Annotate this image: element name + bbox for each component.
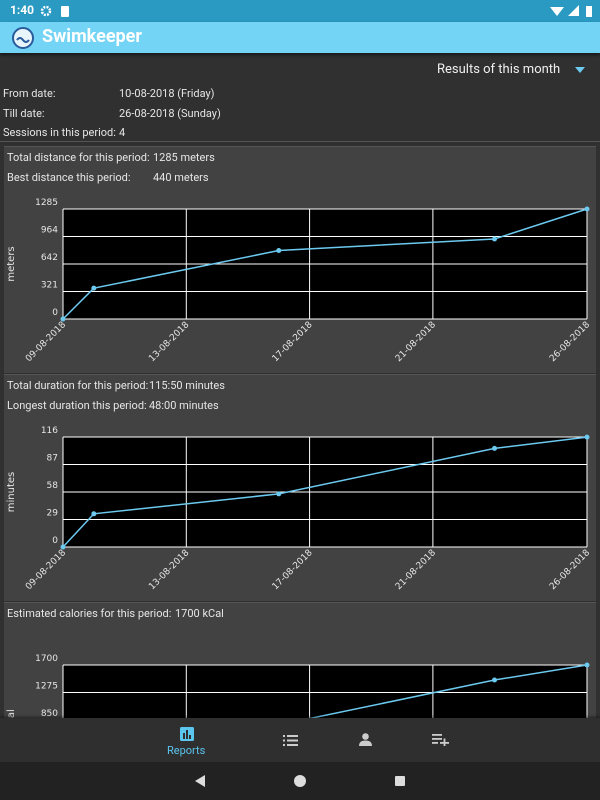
summary-value: 26-08-2018 (Sunday) [119, 106, 221, 120]
reports-icon[interactable] [180, 727, 194, 741]
summary-value: 10-08-2018 (Friday) [119, 87, 215, 100]
y-tick-label: 0 [52, 536, 58, 546]
data-point [91, 511, 97, 517]
y-axis-label: minutes [6, 472, 17, 512]
divider [0, 141, 600, 142]
y-axis-label: meters [6, 246, 17, 281]
summary-label: Till date: [3, 106, 45, 120]
y-tick-label: 964 [41, 225, 58, 235]
add-session-icon[interactable] [432, 734, 449, 746]
system-icons [550, 5, 592, 17]
x-tick-label: 26-08-2018 [548, 548, 592, 592]
profile-icon[interactable] [359, 733, 372, 746]
data-point [584, 434, 590, 440]
series-line [308, 664, 588, 718]
dropdown-arrow[interactable] [575, 67, 585, 74]
back-button[interactable] [195, 775, 205, 787]
chart-panel: Total duration for this period: 115:50 mi… [4, 374, 596, 601]
x-tick-label: 13-08-2018 [147, 320, 191, 364]
stat-label: Total duration for this period: [7, 379, 149, 392]
y-tick-label: 58 [47, 481, 59, 491]
chart-panel: Estimated calories for this period: 1700 … [4, 602, 596, 718]
stat-value: 48:00 minutes [149, 399, 219, 412]
data-point [91, 285, 97, 291]
x-tick-label: 17-08-2018 [271, 320, 315, 364]
y-tick-label: 642 [41, 253, 58, 263]
status-time: 1:40 [10, 3, 35, 17]
data-point [492, 236, 498, 242]
data-point [60, 544, 66, 550]
stat-label: Estimated calories for this period: [7, 607, 172, 620]
status-icons [40, 5, 69, 17]
y-tick-label: 0 [52, 308, 58, 318]
data-point [492, 445, 498, 451]
app-title: Swimkeeper [42, 26, 142, 47]
stat-label: Longest duration this period: [7, 399, 147, 412]
x-tick-label: 21-08-2018 [394, 320, 438, 364]
x-tick-label: 21-08-2018 [394, 548, 438, 592]
content: Results of this month From date: 10-08-20… [0, 53, 600, 718]
y-tick-label: 1275 [35, 682, 58, 692]
plot-area [63, 665, 587, 718]
summary-label: Sessions in this period: [3, 126, 116, 139]
y-tick-label: 321 [41, 281, 58, 291]
data-point [276, 491, 282, 497]
stat-label: Total distance for this period: [7, 151, 150, 164]
y-tick-label: 29 [47, 509, 59, 519]
x-tick-label: 09-08-2018 [24, 548, 68, 592]
y-tick-label: 87 [47, 454, 58, 464]
recents-button[interactable] [395, 776, 405, 786]
system-nav-buttons [195, 775, 405, 787]
summary-label: From date: [3, 87, 56, 100]
chart: 0 29 58 87 116 09-08-2018 13-08-2018 17-08-2018… [6, 426, 592, 592]
chart: 04258501275170009-08-201813-08-201817-08… [6, 654, 590, 718]
bottom-nav: Reports [0, 718, 600, 762]
stat-label: Best distance this period: [7, 171, 131, 184]
data-point [584, 662, 590, 668]
chart: 0 321 642 964 1285 09-08-2018 13-08-2018 17-08-… [6, 198, 592, 364]
data-point [492, 677, 498, 683]
y-tick-label: 1285 [35, 198, 58, 208]
summary-value: 4 [119, 126, 126, 139]
y-tick-label: 1700 [35, 654, 58, 664]
status-bar: 1:40 [0, 0, 600, 22]
data-point [584, 206, 590, 212]
app-bar: Swimkeeper [0, 22, 600, 53]
stat-value: 1285 meters [153, 151, 215, 164]
y-tick-label: 116 [41, 426, 58, 436]
list-icon[interactable] [283, 735, 298, 746]
system-nav [0, 762, 600, 800]
data-point [276, 248, 282, 254]
stat-value: 1700 kCal [175, 607, 224, 620]
data-point [60, 316, 66, 322]
y-axis-label: kCal [6, 709, 17, 718]
chart-panel: Total distance for this period: 1285 mete… [4, 146, 596, 373]
x-tick-label: 09-08-2018 [24, 320, 68, 364]
home-button[interactable] [294, 775, 306, 787]
stat-value: 115:50 minutes [149, 379, 225, 392]
stat-value: 440 meters [153, 171, 209, 184]
x-tick-label: 26-08-2018 [548, 320, 592, 364]
x-tick-label: 17-08-2018 [271, 548, 315, 592]
period-selector[interactable]: Results of this month [437, 62, 561, 77]
x-tick-label: 13-08-2018 [147, 548, 191, 592]
app-logo [12, 27, 34, 49]
reports-tab[interactable]: Reports [167, 744, 206, 757]
y-tick-label: 850 [41, 709, 58, 718]
